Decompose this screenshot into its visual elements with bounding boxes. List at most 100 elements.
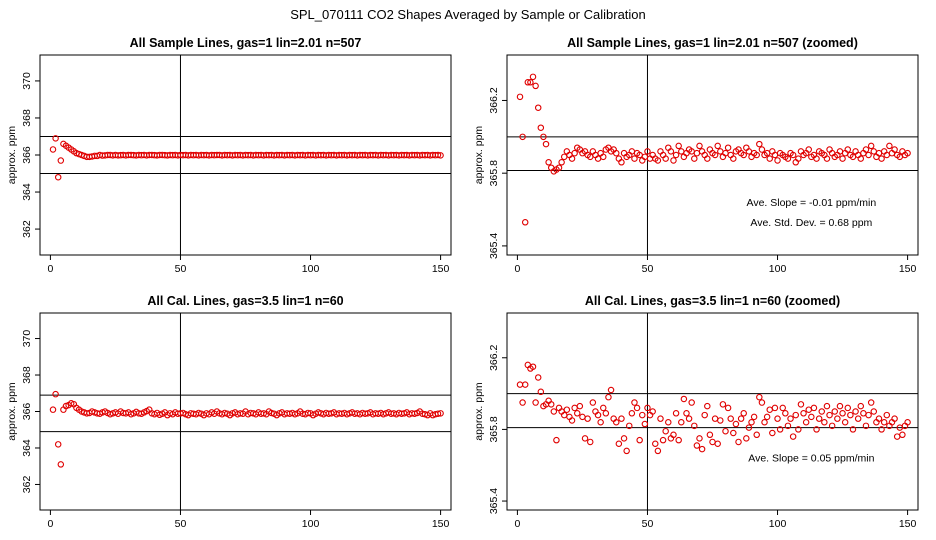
data-point bbox=[618, 159, 625, 166]
data-point bbox=[672, 410, 680, 417]
data-point bbox=[654, 447, 662, 455]
x-tick-label: 150 bbox=[899, 518, 917, 530]
data-point bbox=[880, 418, 888, 426]
data-point bbox=[735, 438, 742, 446]
data-point bbox=[813, 426, 820, 433]
data-point bbox=[899, 431, 906, 439]
data-point bbox=[750, 413, 758, 421]
y-tick-label: 365.8 bbox=[488, 416, 500, 442]
data-point bbox=[771, 404, 779, 412]
data-point bbox=[839, 410, 846, 417]
data-point bbox=[810, 404, 818, 412]
data-point bbox=[437, 152, 444, 159]
data-point bbox=[537, 124, 545, 131]
data-point bbox=[534, 374, 542, 381]
data-points bbox=[516, 361, 911, 455]
data-point bbox=[701, 411, 708, 419]
data-point bbox=[748, 418, 755, 426]
data-point bbox=[675, 436, 682, 444]
y-tick-label: 368 bbox=[21, 366, 33, 384]
data-point bbox=[693, 149, 701, 157]
data-point bbox=[683, 410, 690, 417]
data-point bbox=[756, 140, 763, 148]
data-point bbox=[753, 151, 760, 159]
y-tick-label: 364 bbox=[21, 183, 33, 201]
x-tick-label: 50 bbox=[175, 518, 187, 530]
data-point bbox=[49, 406, 57, 413]
data-point bbox=[521, 381, 529, 388]
data-point bbox=[649, 408, 656, 415]
data-point bbox=[519, 133, 526, 141]
data-point bbox=[815, 415, 823, 422]
y-tick-label: 366.2 bbox=[488, 87, 500, 113]
data-point bbox=[724, 144, 732, 151]
data-point bbox=[724, 404, 732, 412]
data-point bbox=[573, 410, 581, 417]
panel-title: All Sample Lines, gas=1 lin=2.01 n=507 (… bbox=[567, 36, 858, 50]
x-tick-label: 150 bbox=[432, 518, 450, 530]
data-point bbox=[870, 408, 878, 415]
data-point bbox=[221, 409, 228, 417]
data-point bbox=[631, 155, 638, 162]
plot-frame bbox=[506, 54, 919, 256]
data-point bbox=[631, 399, 638, 406]
data-point bbox=[434, 151, 442, 159]
data-point bbox=[597, 418, 604, 426]
data-point bbox=[792, 411, 799, 419]
data-point bbox=[693, 442, 701, 449]
data-point bbox=[891, 146, 898, 153]
data-point bbox=[761, 418, 768, 426]
data-point bbox=[675, 142, 682, 150]
y-tick-label: 362 bbox=[21, 476, 33, 494]
x-tick-label: 0 bbox=[514, 518, 520, 530]
y-axis-label: approx. ppm bbox=[6, 126, 18, 185]
data-point bbox=[774, 415, 781, 422]
data-point bbox=[545, 159, 552, 166]
data-point bbox=[652, 440, 659, 447]
data-point bbox=[743, 435, 750, 442]
data-point bbox=[782, 410, 789, 417]
data-point bbox=[834, 415, 841, 422]
data-point bbox=[532, 399, 539, 406]
data-point bbox=[52, 390, 59, 398]
panel-title: All Cal. Lines, gas=3.5 lin=1 n=60 (zoom… bbox=[585, 294, 840, 308]
x-tick-label: 100 bbox=[769, 263, 787, 275]
y-tick-label: 368 bbox=[21, 109, 33, 127]
data-point bbox=[672, 151, 680, 159]
data-point bbox=[636, 436, 643, 444]
data-point bbox=[717, 148, 724, 155]
data-point bbox=[704, 155, 711, 162]
data-point bbox=[714, 142, 721, 150]
data-point bbox=[805, 406, 812, 413]
data-point bbox=[268, 409, 275, 417]
data-point bbox=[568, 417, 576, 424]
panels: All Sample Lines, gas=1 lin=2.01 n=507 0 5… bbox=[6, 36, 919, 530]
data-point bbox=[732, 420, 740, 428]
data-point bbox=[628, 410, 636, 417]
data-point bbox=[706, 431, 714, 439]
y-tick-label: 370 bbox=[21, 72, 33, 90]
data-point bbox=[779, 404, 786, 412]
data-point bbox=[904, 149, 911, 157]
data-point bbox=[740, 151, 747, 159]
data-point bbox=[857, 402, 865, 410]
data-point bbox=[626, 422, 633, 430]
figure-title: SPL_070111 CO2 Shapes Averaged by Sample… bbox=[290, 7, 646, 22]
data-point bbox=[519, 399, 526, 406]
data-point bbox=[613, 418, 620, 426]
data-point bbox=[659, 436, 667, 444]
data-point bbox=[691, 422, 698, 430]
y-axis-label: approx. ppm bbox=[473, 382, 485, 441]
data-point bbox=[789, 433, 797, 440]
data-points bbox=[516, 73, 911, 226]
data-point bbox=[555, 164, 563, 171]
x-tick-label: 0 bbox=[47, 518, 53, 530]
x-tick-label: 100 bbox=[769, 518, 787, 530]
data-point bbox=[639, 411, 646, 419]
data-point bbox=[644, 148, 651, 155]
data-point bbox=[763, 413, 771, 421]
data-point bbox=[54, 173, 62, 181]
data-point bbox=[618, 415, 625, 422]
data-point bbox=[847, 411, 854, 419]
